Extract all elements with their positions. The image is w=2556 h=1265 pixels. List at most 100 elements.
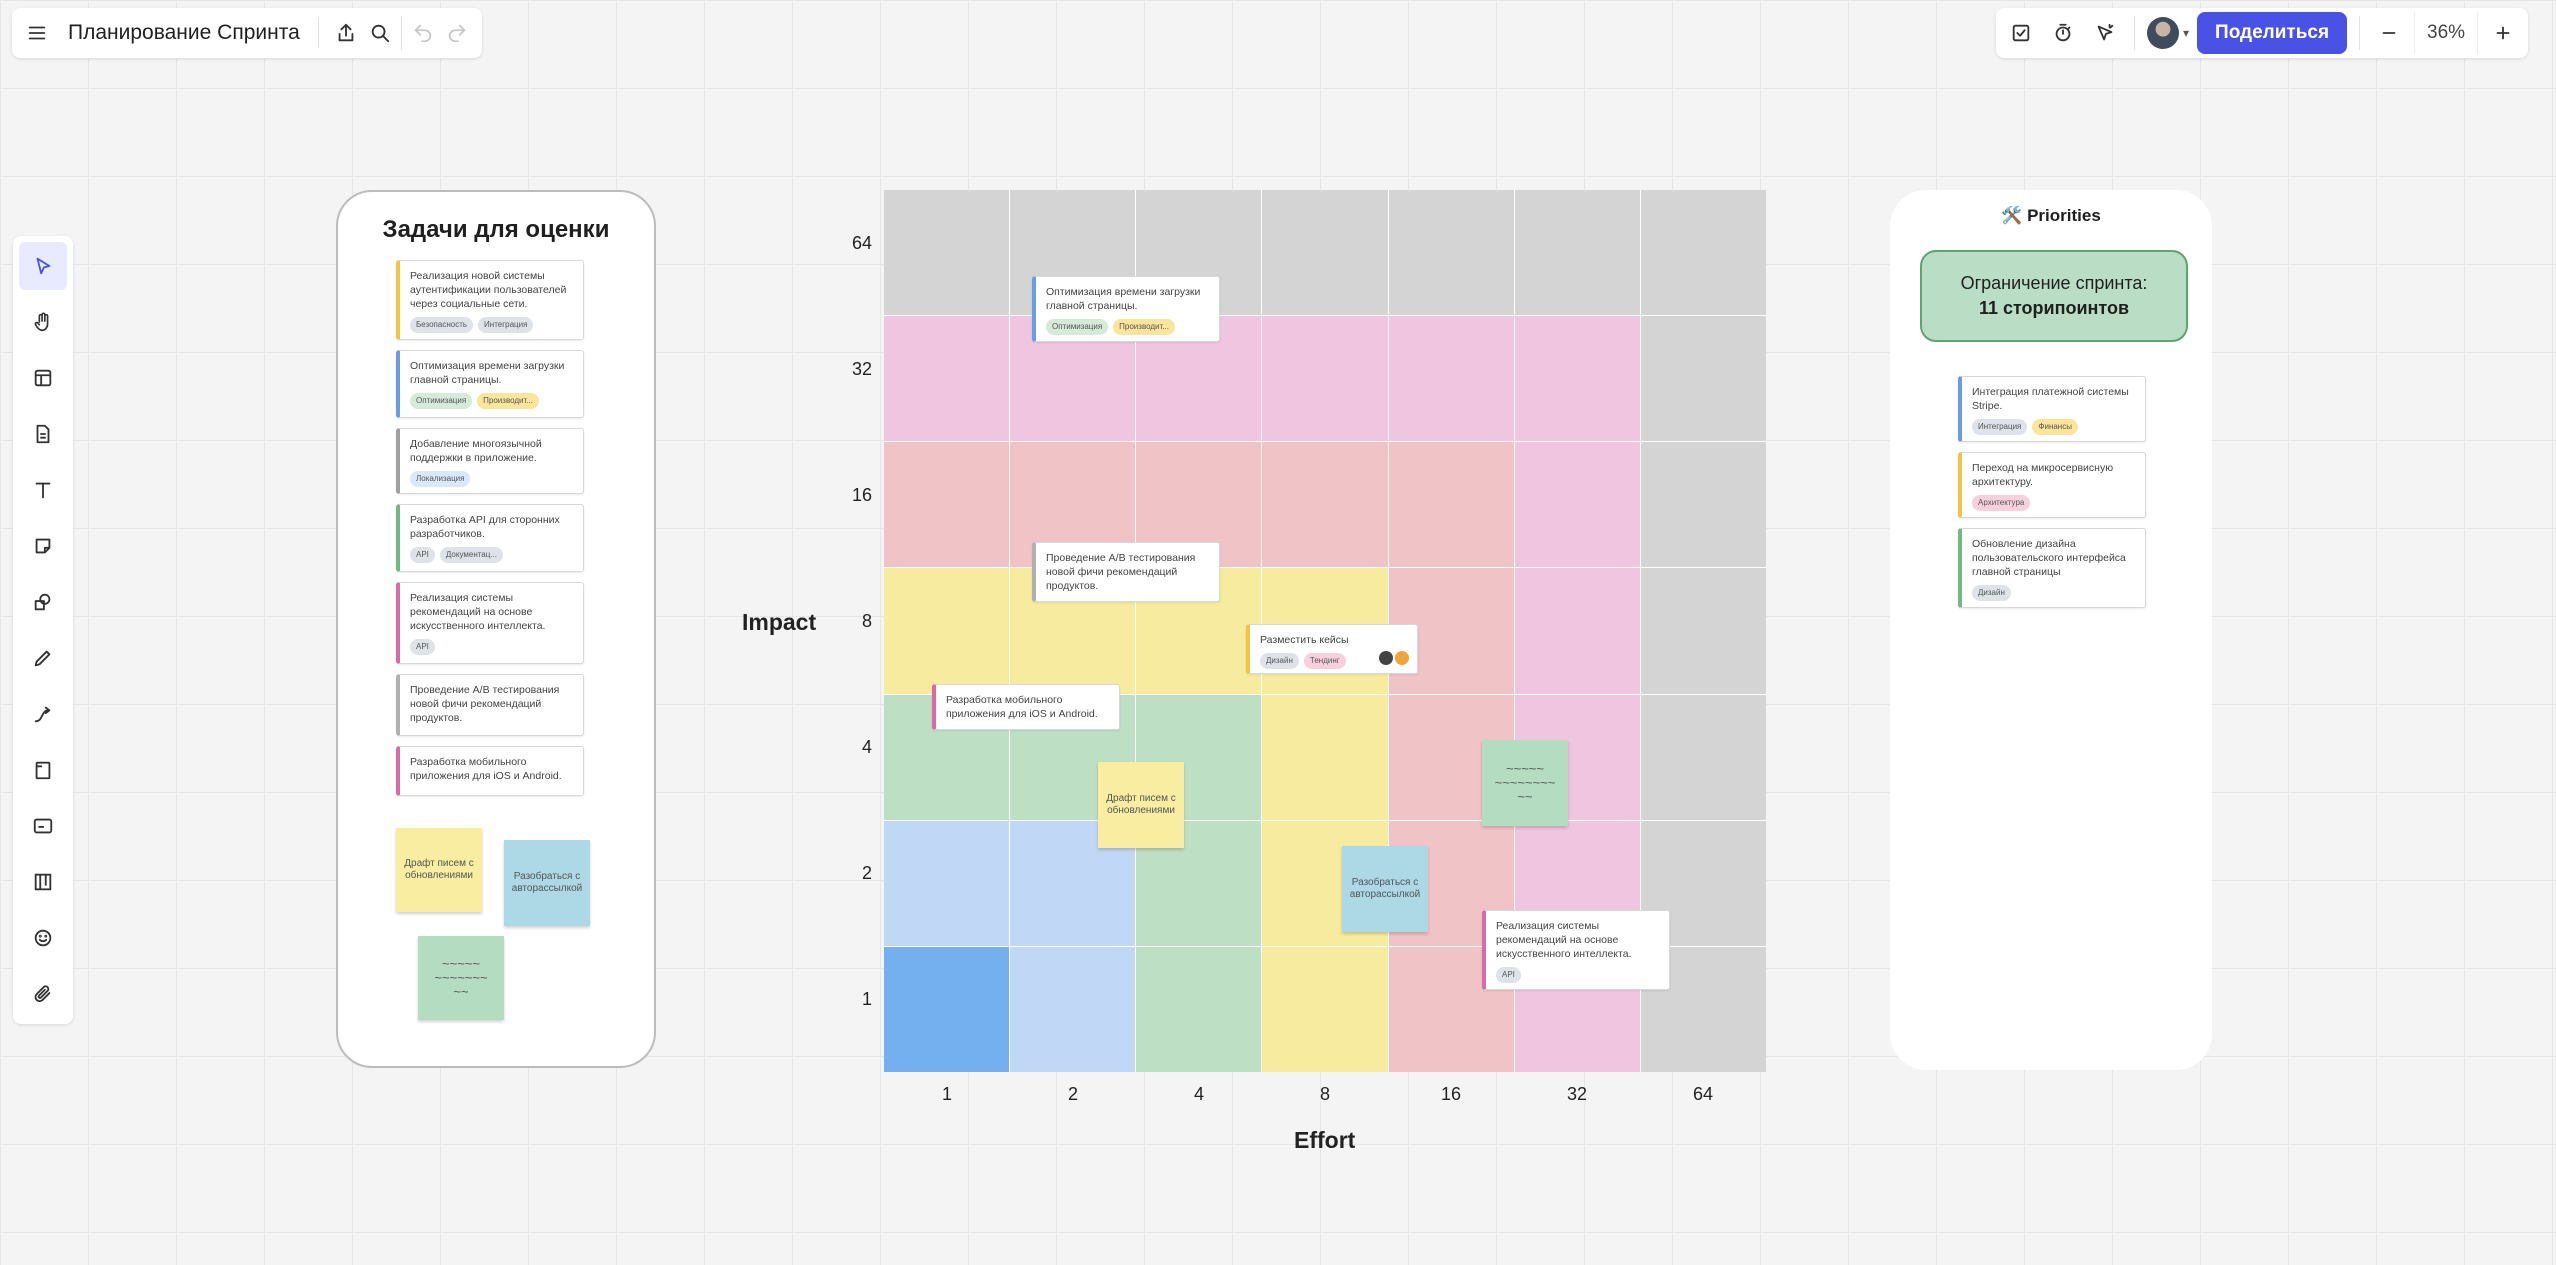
kanban-icon[interactable] [19, 858, 67, 906]
backlog-card[interactable]: Разработка API для сторонних разработчик… [396, 504, 584, 572]
matrix-cell [884, 820, 1010, 946]
priority-card[interactable]: Переход на микросервисную архитектуру. А… [1958, 452, 2146, 518]
sprint-limit-box: Ограничение спринта: 11 сторипоинтов [1920, 250, 2188, 342]
backlog-card[interactable]: Добавление многоязычной поддержки в прил… [396, 428, 584, 494]
undo-icon[interactable] [406, 16, 440, 50]
hand-icon[interactable] [19, 298, 67, 346]
board-title[interactable]: Планирование Спринта [54, 18, 319, 48]
timer-icon[interactable] [2046, 16, 2080, 50]
x-tick: 8 [1319, 1084, 1330, 1104]
sticky-note[interactable]: Драфт писем с обновлениями [396, 828, 482, 912]
matrix-cell [1640, 316, 1766, 442]
matrix-cell [1640, 442, 1766, 568]
y-tick: 2 [861, 863, 872, 883]
matrix-cell [1262, 316, 1388, 442]
avatar [2147, 17, 2179, 49]
shapes-icon[interactable] [19, 578, 67, 626]
matrix-cell [884, 946, 1010, 1072]
matrix-card[interactable]: Реализация системы рекомендаций на основ… [1482, 910, 1670, 990]
priority-card[interactable]: Обновление дизайна пользовательского инт… [1958, 528, 2146, 608]
x-tick: 1 [941, 1084, 952, 1104]
tag: API [410, 639, 435, 655]
sticker-icon[interactable] [19, 914, 67, 962]
top-right-toolbar: ▾ Поделиться 36% [1996, 8, 2529, 58]
x-tick: 4 [1193, 1084, 1204, 1104]
y-axis-title: Impact [742, 609, 817, 635]
backlog-card[interactable]: Реализация системы рекомендаций на основ… [396, 582, 584, 664]
connector-icon[interactable] [19, 690, 67, 738]
y-tick: 16 [851, 485, 872, 505]
template-icon[interactable] [19, 354, 67, 402]
sticky-note[interactable]: Разобраться с авторассылкой [504, 840, 590, 926]
tag: Производит... [1113, 319, 1175, 335]
y-tick: 64 [851, 233, 872, 253]
zoom-level[interactable]: 36% [2414, 12, 2479, 54]
matrix-cell [1388, 190, 1514, 316]
sticky-note[interactable]: ~~~~~ ~~~~~~~~ ~~ [1482, 740, 1568, 826]
matrix-cell [1136, 946, 1262, 1072]
checkbox-icon[interactable] [2004, 16, 2038, 50]
tag: Дизайн [1260, 653, 1299, 669]
pen-icon[interactable] [19, 634, 67, 682]
matrix-card[interactable]: Оптимизация времени загрузки главной стр… [1032, 276, 1220, 342]
matrix-cell [1388, 316, 1514, 442]
tag: Финансы [2032, 419, 2078, 435]
search-icon[interactable] [363, 16, 397, 50]
backlog-title: Задачи для оценки [382, 216, 610, 243]
zoom-out-icon[interactable] [2372, 16, 2406, 50]
matrix-card[interactable]: Разработка мобильного приложения для iOS… [932, 684, 1120, 730]
redo-icon[interactable] [440, 16, 474, 50]
backlog-card[interactable]: Разработка мобильного приложения для iOS… [396, 746, 584, 796]
top-left-toolbar: Планирование Спринта [12, 8, 482, 58]
x-tick: 32 [1566, 1084, 1588, 1104]
y-tick: 32 [851, 359, 872, 379]
matrix-cell [1262, 442, 1388, 568]
document-icon[interactable] [19, 410, 67, 458]
matrix-cell [1262, 190, 1388, 316]
zoom-in-icon[interactable] [2486, 16, 2520, 50]
matrix-cell [1640, 190, 1766, 316]
text-icon[interactable] [19, 466, 67, 514]
card-icon[interactable] [19, 802, 67, 850]
select-pointer-icon[interactable] [19, 242, 67, 290]
tag: Архитектура [1972, 495, 2031, 511]
y-tick: 8 [861, 611, 872, 631]
left-toolbar [13, 236, 73, 1024]
backlog-frame[interactable]: Задачи для оценки Реализация новой систе… [336, 190, 656, 1068]
sticky-note[interactable]: Разобраться с авторассылкой [1342, 846, 1428, 932]
sticky-note-icon[interactable] [19, 522, 67, 570]
tag: Оптимизация [1046, 319, 1109, 335]
menu-icon[interactable] [20, 16, 54, 50]
matrix-cell [884, 316, 1010, 442]
y-tick: 1 [861, 989, 872, 1009]
matrix-cell [1010, 946, 1136, 1072]
matrix-cell [1514, 316, 1640, 442]
matrix-cell [1262, 946, 1388, 1072]
x-tick: 2 [1067, 1084, 1078, 1104]
priorities-frame[interactable]: 🛠️ Priorities Ограничение спринта: 11 ст… [1890, 190, 2212, 1070]
avatar [1395, 651, 1409, 665]
matrix-card[interactable]: Проведение A/B тестирования новой фичи р… [1032, 542, 1220, 602]
cursor-sparkle-icon[interactable] [2088, 16, 2122, 50]
tag: Оптимизация [410, 393, 473, 409]
matrix-cell [1262, 694, 1388, 820]
backlog-card[interactable]: Реализация новой системы аутентификации … [396, 260, 584, 340]
backlog-card[interactable]: Оптимизация времени загрузки главной стр… [396, 350, 584, 418]
frame-icon[interactable] [19, 746, 67, 794]
matrix-cell [1514, 442, 1640, 568]
tag: API [410, 547, 435, 563]
matrix-card[interactable]: Разместить кейсы Дизайн Тендинг [1246, 624, 1418, 674]
export-icon[interactable] [329, 16, 363, 50]
tag: Безопасность [410, 317, 474, 333]
matrix-cell [1514, 568, 1640, 694]
tag: Локализация [410, 471, 471, 487]
user-menu[interactable]: ▾ [2147, 17, 2189, 49]
sticky-note[interactable]: ~~~~~ ~~~~~~~ ~~ [418, 936, 504, 1020]
backlog-card[interactable]: Проведение A/B тестирования новой фичи р… [396, 674, 584, 736]
matrix-cell [884, 568, 1010, 694]
share-button[interactable]: Поделиться [2197, 12, 2348, 54]
x-axis-title: Effort [1294, 1127, 1356, 1153]
priority-card[interactable]: Интеграция платежной системы Stripe. Инт… [1958, 376, 2146, 442]
attachment-icon[interactable] [19, 970, 67, 1018]
sticky-note[interactable]: Драфт писем с обновлениями [1098, 762, 1184, 848]
